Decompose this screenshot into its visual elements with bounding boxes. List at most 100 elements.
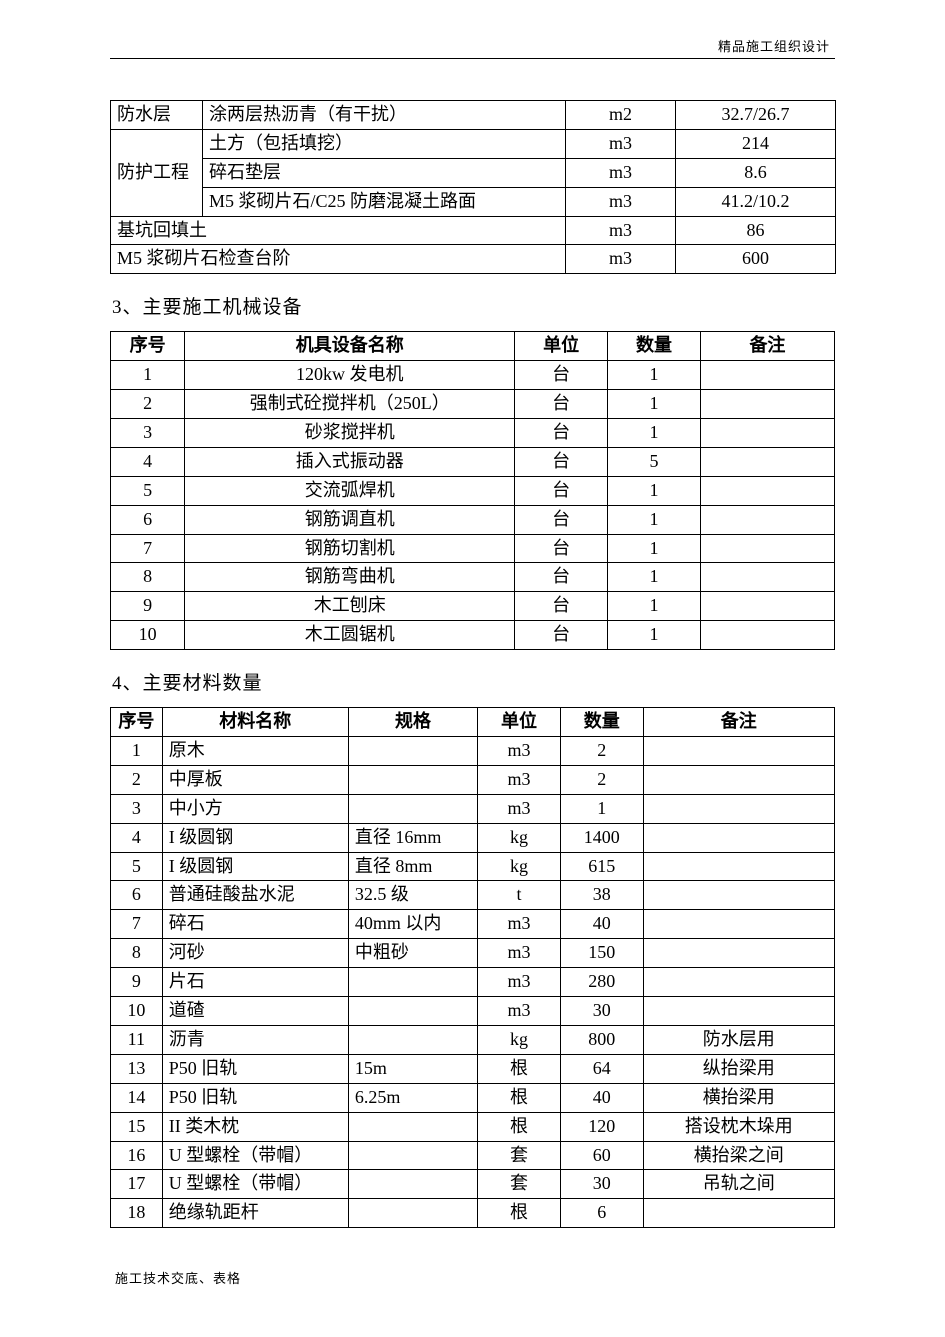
table-header: 机具设备名称 — [185, 332, 515, 361]
table-cell: 6.25m — [348, 1083, 477, 1112]
table-cell: 13 — [111, 1054, 163, 1083]
table-row: 4I 级圆钢直径 16mmkg1400 — [111, 823, 835, 852]
table-cell: 4 — [111, 447, 185, 476]
table-cell — [643, 1199, 834, 1228]
table-cell — [348, 1170, 477, 1199]
table-cell: 套 — [478, 1141, 561, 1170]
table-cell: 6 — [560, 1199, 643, 1228]
table-cell: 普通硅酸盐水泥 — [162, 881, 348, 910]
table-cell: 615 — [560, 852, 643, 881]
equipment-table: 序号机具设备名称单位数量备注 1120kw 发电机台12强制式砼搅拌机（250L… — [110, 331, 835, 650]
table-cell: m3 — [478, 765, 561, 794]
table-cell: 9 — [111, 592, 185, 621]
table-cell: I 级圆钢 — [162, 852, 348, 881]
table-cell: 1 — [608, 505, 701, 534]
table-cell: 根 — [478, 1083, 561, 1112]
table-cell: 钢筋调直机 — [185, 505, 515, 534]
table-cell — [643, 997, 834, 1026]
table-cell: 台 — [515, 505, 608, 534]
table-cell: 64 — [560, 1054, 643, 1083]
table-header: 单位 — [515, 332, 608, 361]
table-header: 单位 — [478, 708, 561, 737]
table-cell: 交流弧焊机 — [185, 476, 515, 505]
table-cell: 沥青 — [162, 1025, 348, 1054]
table-cell: 1 — [608, 390, 701, 419]
table-cell: 40 — [560, 1083, 643, 1112]
table-row: 8钢筋弯曲机台1 — [111, 563, 835, 592]
table-cell-item: M5 浆砌片石/C25 防磨混凝土路面 — [203, 187, 566, 216]
table-cell: 原木 — [162, 737, 348, 766]
page-header-right: 精品施工组织设计 — [718, 36, 830, 55]
table-cell: 120kw 发电机 — [185, 361, 515, 390]
table-cell: 8 — [111, 563, 185, 592]
table-cell-item: 土方（包括填挖） — [203, 129, 566, 158]
table-cell: 2 — [111, 390, 185, 419]
table-cell-qty: 214 — [676, 129, 836, 158]
table-cell — [348, 1141, 477, 1170]
table-cell-unit: m3 — [566, 245, 676, 274]
table-cell: P50 旧轨 — [162, 1054, 348, 1083]
table-cell: 10 — [111, 621, 185, 650]
table-cell-unit: m3 — [566, 216, 676, 245]
table-cell — [348, 968, 477, 997]
table-cell: 台 — [515, 419, 608, 448]
table-cell: 片石 — [162, 968, 348, 997]
table-cell — [643, 765, 834, 794]
table-row: M5 浆砌片石/C25 防磨混凝土路面m341.2/10.2 — [111, 187, 836, 216]
table-row: 11沥青kg800防水层用 — [111, 1025, 835, 1054]
table-cell: P50 旧轨 — [162, 1083, 348, 1112]
table-cell-label: M5 浆砌片石检查台阶 — [111, 245, 566, 274]
table-cell: 中厚板 — [162, 765, 348, 794]
table-cell: 2 — [560, 765, 643, 794]
table-header: 备注 — [700, 332, 834, 361]
table-cell: I 级圆钢 — [162, 823, 348, 852]
table-cell: 防水层用 — [643, 1025, 834, 1054]
table-row: 16U 型螺栓（带帽）套60横抬梁之间 — [111, 1141, 835, 1170]
table-row: 5交流弧焊机台1 — [111, 476, 835, 505]
table-cell — [700, 361, 834, 390]
table-row: 3中小方m31 — [111, 794, 835, 823]
table-cell — [700, 505, 834, 534]
table-cell: 根 — [478, 1112, 561, 1141]
table-cell: m3 — [478, 910, 561, 939]
table-cell — [700, 419, 834, 448]
table-header: 备注 — [643, 708, 834, 737]
table-cell-group: 防护工程 — [111, 129, 203, 216]
table-cell-unit: m2 — [566, 101, 676, 130]
table-cell: 14 — [111, 1083, 163, 1112]
table-cell — [348, 997, 477, 1026]
table-cell — [348, 1025, 477, 1054]
table-cell: 纵抬梁用 — [643, 1054, 834, 1083]
table-row: 18绝缘轨距杆根6 — [111, 1199, 835, 1228]
table-cell: 6 — [111, 505, 185, 534]
table-cell: 1 — [608, 592, 701, 621]
table-cell: 直径 16mm — [348, 823, 477, 852]
table-cell: 38 — [560, 881, 643, 910]
table-cell: 9 — [111, 968, 163, 997]
table-cell: 4 — [111, 823, 163, 852]
table-cell-unit: m3 — [566, 158, 676, 187]
table-row: 9片石m3280 — [111, 968, 835, 997]
table-cell: 5 — [111, 852, 163, 881]
table-cell: 台 — [515, 534, 608, 563]
table-cell — [643, 852, 834, 881]
table-cell: 碎石 — [162, 910, 348, 939]
table-cell — [643, 968, 834, 997]
table-cell: 直径 8mm — [348, 852, 477, 881]
table-cell: 1 — [560, 794, 643, 823]
section-heading-equipment: 3、主要施工机械设备 — [112, 292, 835, 319]
table-row: 5I 级圆钢直径 8mmkg615 — [111, 852, 835, 881]
table-cell — [643, 881, 834, 910]
table-row: 8河砂中粗砂m3150 — [111, 939, 835, 968]
table-row: 14P50 旧轨6.25m根40横抬梁用 — [111, 1083, 835, 1112]
table-row: 防水层涂两层热沥青（有干扰）m232.7/26.7 — [111, 101, 836, 130]
table-cell: 台 — [515, 361, 608, 390]
table-cell: 木工刨床 — [185, 592, 515, 621]
table-cell — [643, 910, 834, 939]
table-row: 15II 类木枕根120搭设枕木垛用 — [111, 1112, 835, 1141]
table-cell-qty: 86 — [676, 216, 836, 245]
table-cell: 8 — [111, 939, 163, 968]
table-cell: m3 — [478, 997, 561, 1026]
table-cell: t — [478, 881, 561, 910]
table-cell: 7 — [111, 534, 185, 563]
